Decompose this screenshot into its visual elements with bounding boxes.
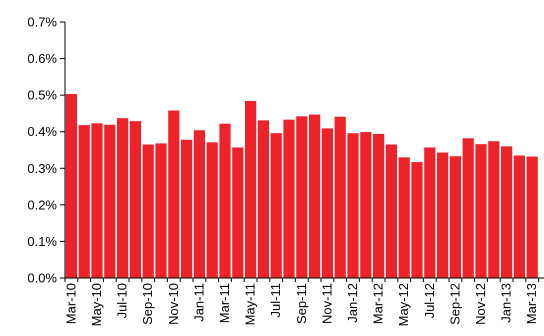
bar-jan-11 [193,130,205,278]
x-tick-label: Sep-10 [140,283,155,325]
bar-jan-12 [347,133,359,278]
x-tick-label: May-11 [243,283,258,325]
bar-jun-12 [411,162,423,278]
bar-sep-11 [296,116,308,278]
bar-oct-11 [309,114,321,278]
bar-mar-13 [526,156,538,278]
x-tick-label: Sep-11 [294,283,309,324]
y-tick-label: 0.7% [27,15,57,30]
x-tick-label: Jan-13 [499,283,514,323]
y-axis-ticks: 0.0% 0.1% 0.2% 0.3% 0.4% 0.5% 0.6% 0.7% [27,15,65,286]
bar-nov-11 [321,128,333,278]
x-tick-label: Sep-12 [447,283,462,325]
y-tick-label: 0.2% [27,197,57,212]
y-tick-label: 0.1% [27,234,57,249]
bar-may-10 [91,123,103,278]
x-tick-label: Nov-10 [166,283,181,325]
bar-sep-12 [449,156,461,278]
y-tick-label: 0.5% [27,88,57,103]
bar-jun-11 [257,120,269,278]
x-tick-label: Mar-11 [217,283,232,323]
bar-aug-10 [129,121,141,278]
bar-dec-11 [334,116,346,278]
x-tick-label: Mar-12 [371,283,386,324]
x-tick-label: Jan-12 [345,283,360,323]
bar-jan-13 [501,146,513,278]
y-tick-label: 0.4% [27,124,57,139]
bar-dec-12 [488,141,500,278]
bar-aug-11 [283,119,295,279]
bar-apr-12 [385,144,397,278]
x-tick-label: Jul-12 [422,283,437,318]
bar-feb-13 [513,155,525,278]
bar-nov-12 [475,144,487,278]
bars [65,94,538,279]
bar-oct-12 [462,138,474,278]
bar-feb-11 [206,142,218,278]
bar-nov-10 [168,110,180,278]
bar-jul-12 [424,147,436,278]
x-tick-label: Mar-10 [63,283,78,324]
bar-mar-10 [65,94,77,278]
bar-apr-10 [78,125,90,278]
x-tick-label: Nov-12 [473,283,488,325]
y-tick-label: 0.3% [27,161,57,176]
x-tick-label: May-10 [89,283,104,326]
bar-feb-12 [360,132,372,278]
x-tick-label: Mar-13 [524,283,539,324]
x-axis-ticks: Mar-10 May-10 Jul-10 Sep-10 Nov-10 Jan-11 Mar-… [63,278,539,326]
bar-mar-11 [219,123,231,278]
y-tick-label: 0.6% [27,51,57,66]
bar-mar-12 [373,133,385,278]
x-tick-label: Jul-10 [115,283,130,318]
bar-oct-10 [155,143,167,278]
x-tick-label: May-12 [396,283,411,326]
bar-jun-10 [104,124,116,279]
bar-dec-10 [181,139,193,278]
bar-may-12 [398,157,410,278]
bar-sep-10 [142,144,154,278]
bar-apr-11 [232,147,244,278]
bar-aug-12 [437,152,449,278]
bar-jul-10 [117,118,129,279]
y-tick-label: 0.0% [27,271,57,286]
x-tick-label: Jul-11 [268,283,283,317]
bar-jul-11 [270,133,282,278]
x-tick-label: Jan-11 [191,283,206,322]
bar-may-11 [245,100,257,279]
x-tick-label: Nov-11 [319,283,334,324]
